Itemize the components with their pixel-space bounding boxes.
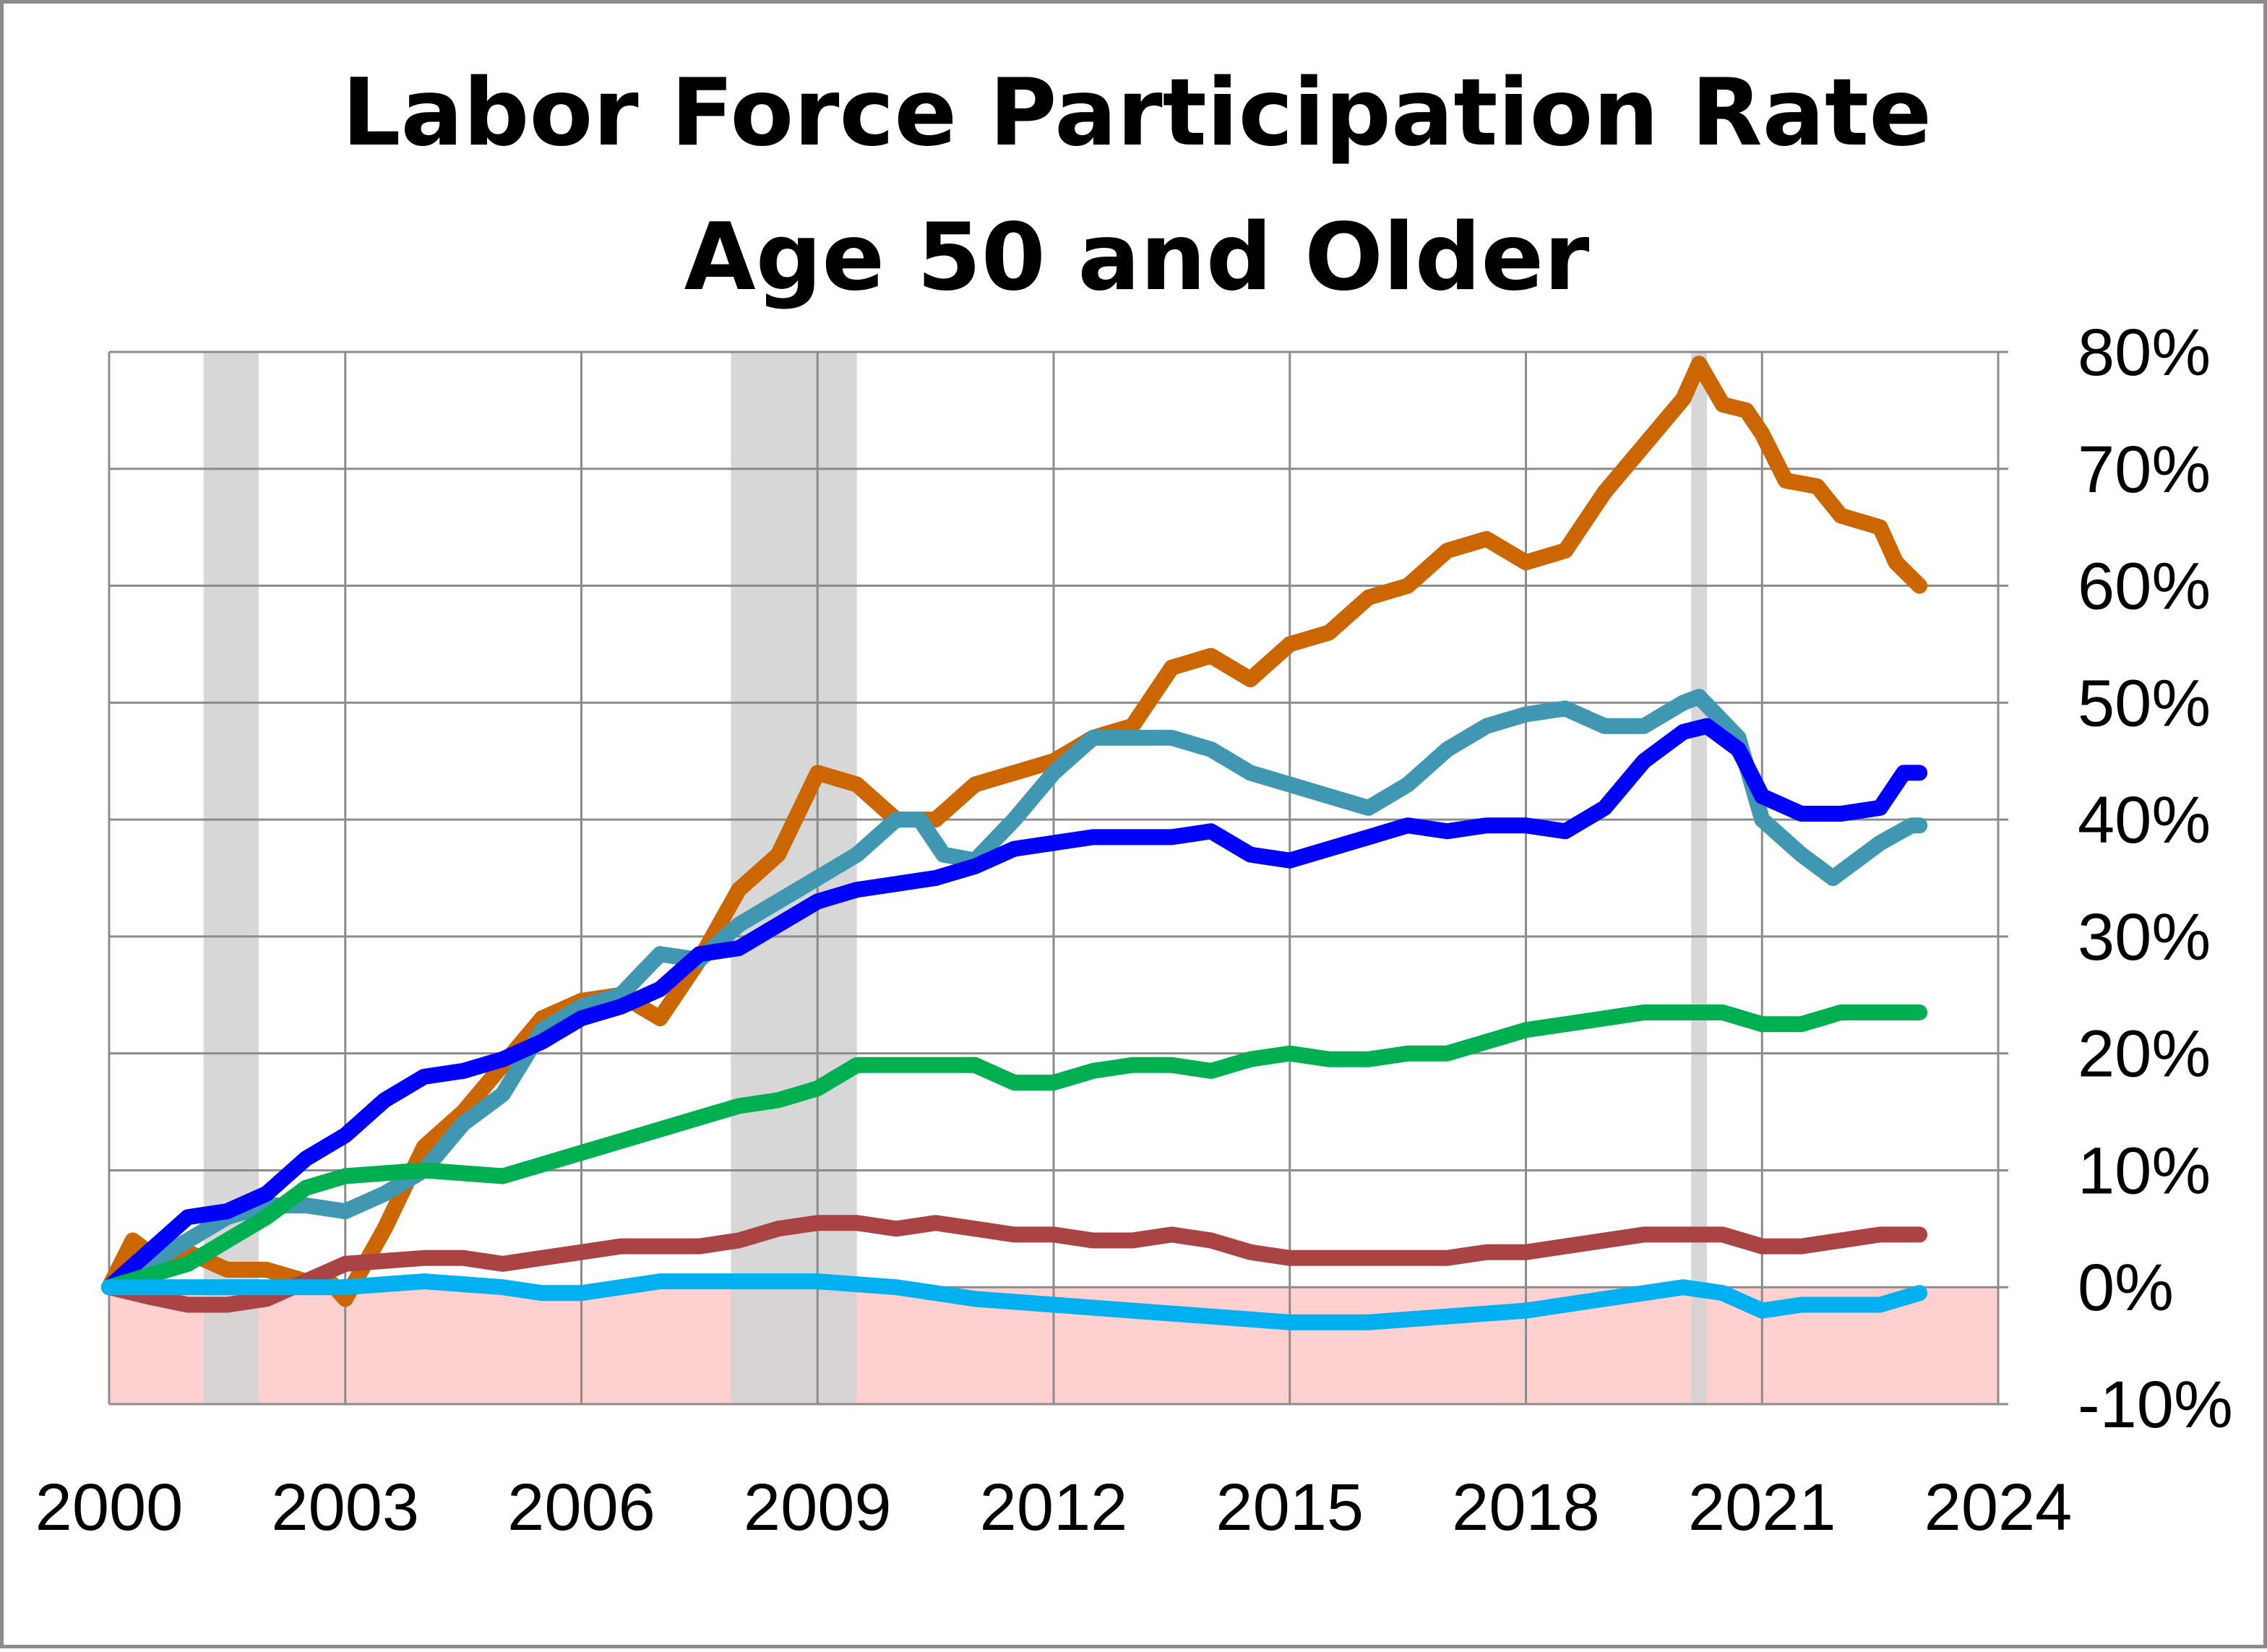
recession-band xyxy=(1691,352,1708,1404)
x-tick-label: 2024 xyxy=(1924,1471,2073,1544)
series-line-2 xyxy=(101,718,1928,1296)
y-tick-label: 20% xyxy=(2078,1018,2211,1091)
y-tick-label: 10% xyxy=(2078,1134,2211,1208)
y-tick-label: 40% xyxy=(2078,783,2211,857)
y-tick-label: -10% xyxy=(2078,1368,2233,1442)
series-line-1 xyxy=(101,689,1928,1296)
x-tick-label: 2003 xyxy=(271,1471,419,1544)
x-tick-label: 2009 xyxy=(744,1471,892,1544)
x-tick-label: 2021 xyxy=(1688,1471,1836,1544)
x-tick-label: 2018 xyxy=(1452,1471,1600,1544)
x-tick-label: 2006 xyxy=(507,1471,655,1544)
chart-title-line-1: Labor Force Participation Rate xyxy=(342,59,1932,167)
series-line-5 xyxy=(101,1273,1928,1330)
y-tick-label: 0% xyxy=(2078,1251,2174,1325)
chart-title-line-2: Age 50 and Older xyxy=(684,204,1590,311)
y-tick-label: 50% xyxy=(2078,666,2211,740)
line-chart: Labor Force Participation Rate Age 50 an… xyxy=(35,59,2233,1544)
x-tick-label: 2015 xyxy=(1216,1471,1364,1544)
y-tick-label: 70% xyxy=(2078,433,2211,507)
series-line-0 xyxy=(101,356,1928,1307)
y-tick-label: 80% xyxy=(2078,316,2211,390)
series-line-3 xyxy=(101,1004,1928,1296)
y-tick-label: 30% xyxy=(2078,900,2211,974)
series-line-4 xyxy=(101,1215,1928,1313)
x-tick-label: 2000 xyxy=(35,1471,184,1544)
y-tick-label: 60% xyxy=(2078,550,2211,624)
x-tick-label: 2012 xyxy=(980,1471,1128,1544)
